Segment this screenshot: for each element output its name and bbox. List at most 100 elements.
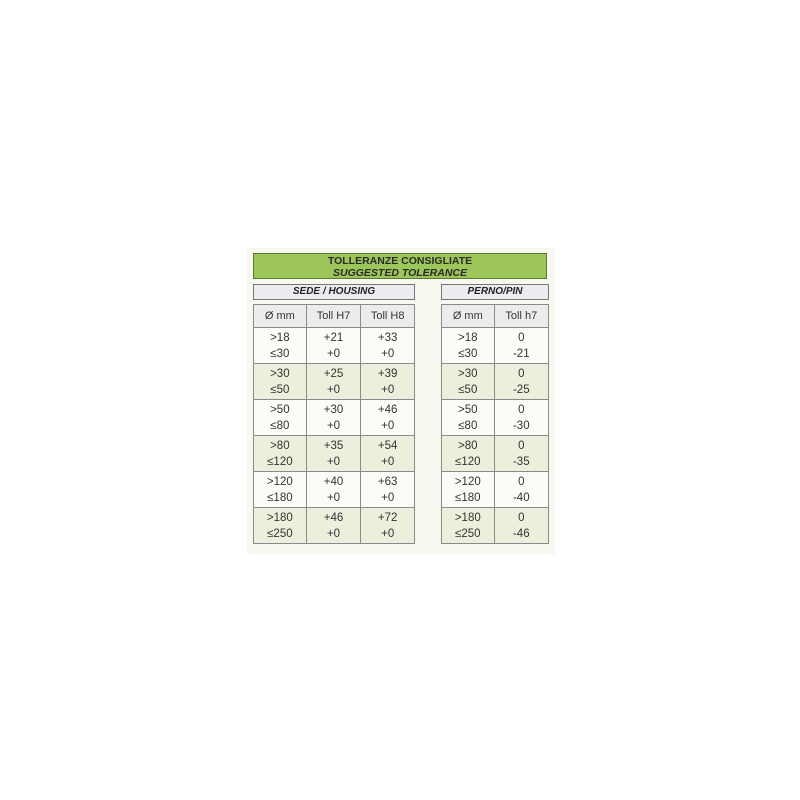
cell-line: +30: [323, 403, 344, 416]
cell-line: +0: [326, 347, 341, 360]
cell-line: 0: [518, 367, 525, 380]
table-cell: +54 +0: [360, 435, 415, 472]
column-header: Ø mm: [441, 304, 495, 328]
cell-line: +0: [326, 491, 341, 504]
cell-line: +0: [381, 383, 395, 396]
cell-line: +0: [381, 527, 395, 540]
cell-line: >18: [270, 331, 290, 344]
cell-line: +72: [377, 511, 398, 524]
table-cell: +39 +0: [360, 363, 415, 400]
title-italian: TOLLERANZE CONSIGLIATE: [327, 255, 473, 267]
cell-line: ≤250: [267, 527, 293, 540]
cell-line: +0: [381, 419, 395, 432]
table-cell: +21 +0: [305, 327, 362, 364]
title-english: SUGGESTED TOLERANCE: [333, 267, 467, 279]
table-cell: 0 -21: [493, 327, 550, 364]
cell-line: ≤50: [270, 383, 290, 396]
table-cell: >120 ≤180: [441, 471, 495, 508]
table-row: >180 ≤250 +46 +0 +72 +0: [253, 507, 415, 544]
cell-line: >50: [270, 403, 290, 416]
cell-line: +0: [326, 455, 341, 468]
table-cell: 0 -30: [493, 399, 550, 436]
cell-line: >120: [454, 475, 481, 488]
cell-line: 0: [518, 475, 525, 488]
table-cell: >50 ≤80: [253, 399, 307, 436]
table-cell: 0 -25: [493, 363, 550, 400]
cell-line: +46: [323, 511, 344, 524]
cell-line: +0: [326, 383, 341, 396]
cell-line: >80: [270, 439, 290, 452]
cell-line: ≤50: [458, 383, 478, 396]
table-cell: >180 ≤250: [441, 507, 495, 544]
cell-line: ≤180: [455, 491, 481, 504]
table-row: >50 ≤80 0 -30: [441, 399, 550, 436]
cell-line: +54: [377, 439, 398, 452]
table-cell: +35 +0: [305, 435, 362, 472]
table-cell: +30 +0: [305, 399, 362, 436]
table-cell: 0 -40: [493, 471, 550, 508]
table-cell: 0 -35: [493, 435, 550, 472]
cell-line: >18: [458, 331, 478, 344]
cell-line: +21: [323, 331, 344, 344]
housing-header: SEDE / HOUSING: [253, 284, 415, 300]
title-bar: TOLLERANZE CONSIGLIATE SUGGESTED TOLERAN…: [253, 253, 547, 279]
cell-line: 0: [518, 331, 525, 344]
table-row: >80 ≤120 0 -35: [441, 435, 550, 472]
cell-line: -46: [512, 527, 530, 540]
table-row: >120 ≤180 +40 +0 +63 +0: [253, 471, 415, 508]
table-cell: +63 +0: [360, 471, 415, 508]
cell-line: ≤250: [455, 527, 481, 540]
table-row: >120 ≤180 0 -40: [441, 471, 550, 508]
table-row: >50 ≤80 +30 +0 +46 +0: [253, 399, 415, 436]
cell-line: +0: [381, 455, 395, 468]
cell-line: >180: [454, 511, 481, 524]
table-cell: +25 +0: [305, 363, 362, 400]
cell-line: 0: [518, 403, 525, 416]
cell-line: >120: [266, 475, 293, 488]
table-cell: >30 ≤50: [441, 363, 495, 400]
housing-table: Ø mm Toll H7 Toll H8 >18 ≤30 +21 +0 +33 +0 >30…: [253, 304, 415, 544]
table-row: >18 ≤30 +21 +0 +33 +0: [253, 327, 415, 364]
cell-line: ≤80: [270, 419, 290, 432]
cell-line: +25: [323, 367, 344, 380]
table-cell: >18 ≤30: [253, 327, 307, 364]
cell-line: -35: [512, 455, 530, 468]
table-cell: >50 ≤80: [441, 399, 495, 436]
cell-line: +39: [377, 367, 398, 380]
cell-line: +40: [323, 475, 344, 488]
cell-line: -21: [512, 347, 530, 360]
table-cell: 0 -46: [493, 507, 550, 544]
cell-line: >30: [458, 367, 478, 380]
table-row: >18 ≤30 0 -21: [441, 327, 550, 364]
cell-line: -40: [512, 491, 530, 504]
table-cell: >80 ≤120: [253, 435, 307, 472]
column-header: Ø mm: [253, 304, 307, 328]
table-row: >180 ≤250 0 -46: [441, 507, 550, 544]
cell-line: +35: [323, 439, 344, 452]
cell-line: +33: [377, 331, 398, 344]
cell-line: -30: [512, 419, 530, 432]
pin-header: PERNO/PIN: [441, 284, 549, 300]
table-cell: >30 ≤50: [253, 363, 307, 400]
cell-line: +0: [381, 491, 395, 504]
cell-line: ≤120: [455, 455, 481, 468]
cell-line: +46: [377, 403, 398, 416]
table-cell: >80 ≤120: [441, 435, 495, 472]
pin-table: Ø mm Toll h7 >18 ≤30 0 -21 >30 ≤50 0 -25 >50 ≤80 0…: [441, 304, 550, 544]
table-cell: +46 +0: [305, 507, 362, 544]
table-cell: >18 ≤30: [441, 327, 495, 364]
table-cell: +46 +0: [360, 399, 415, 436]
cell-line: ≤180: [267, 491, 293, 504]
cell-line: +0: [326, 419, 341, 432]
cell-line: >80: [458, 439, 478, 452]
column-header: Toll h7: [493, 304, 550, 328]
table-cell: >180 ≤250: [253, 507, 307, 544]
cell-line: +0: [381, 347, 395, 360]
column-header: Toll H7: [305, 304, 362, 328]
table-row: >30 ≤50 0 -25: [441, 363, 550, 400]
cell-line: 0: [518, 439, 525, 452]
table-cell: +33 +0: [360, 327, 415, 364]
cell-line: >180: [266, 511, 293, 524]
cell-line: ≤30: [458, 347, 478, 360]
table-cell: +72 +0: [360, 507, 415, 544]
